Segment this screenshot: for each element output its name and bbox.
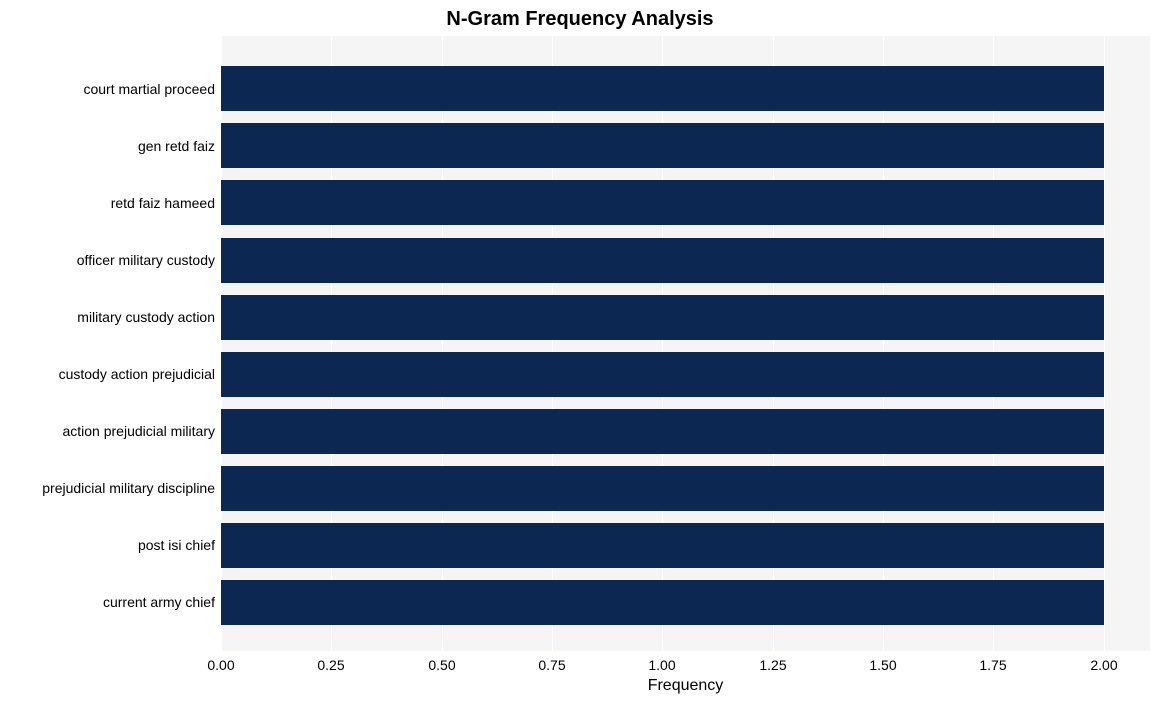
y-tick-label: post isi chief <box>138 537 215 553</box>
x-tick-label: 1.00 <box>648 657 675 673</box>
y-tick-label: current army chief <box>103 594 215 610</box>
y-tick-label: action prejudicial military <box>62 423 215 439</box>
y-tick-label: gen retd faiz <box>138 138 215 154</box>
x-tick-label: 1.75 <box>979 657 1006 673</box>
y-tick-label: military custody action <box>77 309 215 325</box>
x-tick-label: 0.75 <box>538 657 565 673</box>
x-tick-label: 0.25 <box>317 657 344 673</box>
bar <box>221 352 1104 397</box>
bar <box>221 580 1104 625</box>
plot-area <box>221 36 1150 651</box>
bar <box>221 295 1104 340</box>
x-tick-label: 0.00 <box>207 657 234 673</box>
x-tick-label: 1.50 <box>869 657 896 673</box>
x-tick-label: 2.00 <box>1090 657 1117 673</box>
y-tick-label: retd faiz hameed <box>111 195 215 211</box>
y-tick-label: prejudicial military discipline <box>42 480 215 496</box>
bar <box>221 466 1104 511</box>
x-gridline <box>1104 36 1105 651</box>
bar <box>221 123 1104 168</box>
chart-title: N-Gram Frequency Analysis <box>0 8 1160 31</box>
x-tick-label: 1.25 <box>759 657 786 673</box>
bar <box>221 180 1104 225</box>
ngram-frequency-chart: N-Gram Frequency Analysis court martial p… <box>0 0 1160 701</box>
y-tick-label: custody action prejudicial <box>59 366 215 382</box>
bar <box>221 238 1104 283</box>
bar <box>221 523 1104 568</box>
bar <box>221 66 1104 111</box>
x-tick-label: 0.50 <box>428 657 455 673</box>
y-tick-label: court martial proceed <box>83 81 215 97</box>
bar <box>221 409 1104 454</box>
y-tick-label: officer military custody <box>77 252 215 268</box>
x-axis-label: Frequency <box>221 677 1150 695</box>
